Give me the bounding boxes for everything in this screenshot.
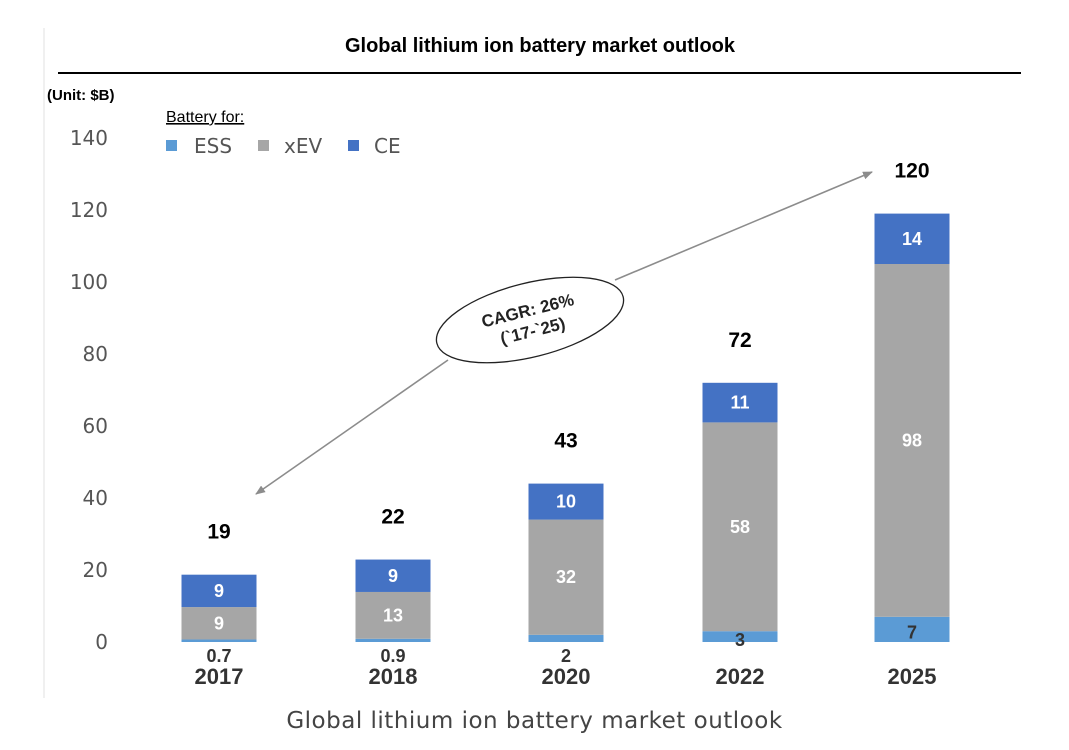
legend-label-ess: ESS: [194, 134, 232, 158]
bar-xev-2018: [355, 591, 431, 639]
bar-ce-2017: [181, 574, 257, 608]
cagr-arrow-up: [614, 171, 873, 281]
chart-title: Global lithium ion battery market outloo…: [345, 35, 736, 57]
bar-xev-2020: [528, 519, 604, 635]
figure-caption: Global lithium ion battery market outloo…: [286, 708, 783, 734]
legend-title: Battery for:: [166, 109, 244, 126]
bars: 0.7 9 9 19 2017 0.9 13 9 22 2018 2 32 10 43 2020 3 58 11 7…: [181, 160, 950, 689]
y-tick-label-120: 120: [70, 198, 108, 222]
total-label-2025: 120: [894, 160, 929, 183]
data-label-ce-2017: 9: [214, 581, 224, 601]
y-axis: 0 20 40 60 80 100 120 140: [70, 126, 108, 654]
data-label-ess-2025: 7: [907, 622, 917, 642]
data-label-ce-2022: 11: [730, 393, 749, 413]
bar-xev-2025: [874, 264, 950, 617]
data-label-ess-2017: 0.7: [206, 646, 231, 666]
data-label-xev-2020: 32: [556, 567, 576, 587]
total-label-2018: 22: [381, 506, 404, 529]
legend-label-xev: xEV: [284, 134, 322, 158]
data-label-xev-2022: 58: [730, 517, 750, 537]
total-label-2022: 72: [728, 329, 751, 352]
bar-ce-2022: [702, 382, 778, 423]
y-tick-label-140: 140: [70, 126, 108, 150]
y-tick-label-40: 40: [83, 486, 108, 510]
x-tick-label-2022: 2022: [716, 664, 765, 689]
data-label-xev-2018: 13: [383, 605, 403, 625]
legend-swatch-ce: [348, 140, 359, 151]
data-label-ce-2025: 14: [902, 229, 922, 249]
bar-ce-2020: [528, 483, 604, 520]
bar-ess-2020: [528, 634, 604, 642]
cagr-annotation: CAGR: 26%(`17-`25): [255, 171, 873, 495]
x-tick-label-2017: 2017: [195, 664, 244, 689]
x-tick-label-2018: 2018: [369, 664, 418, 689]
total-label-2020: 43: [554, 430, 577, 453]
cagr-arrow-down: [255, 359, 449, 495]
legend: Battery for: ESS xEV CE: [166, 109, 401, 158]
data-label-ess-2022: 3: [735, 630, 745, 650]
data-label-xev-2017: 9: [214, 613, 224, 633]
y-tick-label-0: 0: [95, 630, 108, 654]
x-tick-label-2020: 2020: [542, 664, 591, 689]
legend-label-ce: CE: [374, 134, 401, 158]
data-label-ce-2018: 9: [388, 566, 398, 586]
bar-ce-2018: [355, 559, 431, 592]
bar-ess-2018: [355, 638, 431, 642]
bar-xev-2017: [181, 607, 257, 640]
y-tick-label-80: 80: [83, 342, 108, 366]
data-label-ess-2018: 0.9: [380, 646, 405, 666]
legend-swatch-xev: [258, 140, 269, 151]
bar-xev-2022: [702, 422, 778, 632]
y-tick-label-100: 100: [70, 270, 108, 294]
bar-ess-2022: [702, 631, 778, 642]
data-label-ess-2020: 2: [561, 646, 571, 666]
x-tick-label-2025: 2025: [888, 664, 937, 689]
data-label-xev-2025: 98: [902, 430, 922, 450]
y-tick-label-20: 20: [83, 558, 108, 582]
bar-ess-2017: [181, 639, 257, 642]
unit-label: (Unit: $B): [47, 87, 115, 104]
bar-ce-2025: [874, 213, 950, 264]
cagr-ellipse: [435, 276, 625, 364]
legend-swatch-ess: [166, 140, 177, 151]
total-label-2017: 19: [207, 521, 230, 544]
bar-ess-2025: [874, 616, 950, 642]
data-label-ce-2020: 10: [556, 492, 576, 512]
y-tick-label-60: 60: [83, 414, 108, 438]
